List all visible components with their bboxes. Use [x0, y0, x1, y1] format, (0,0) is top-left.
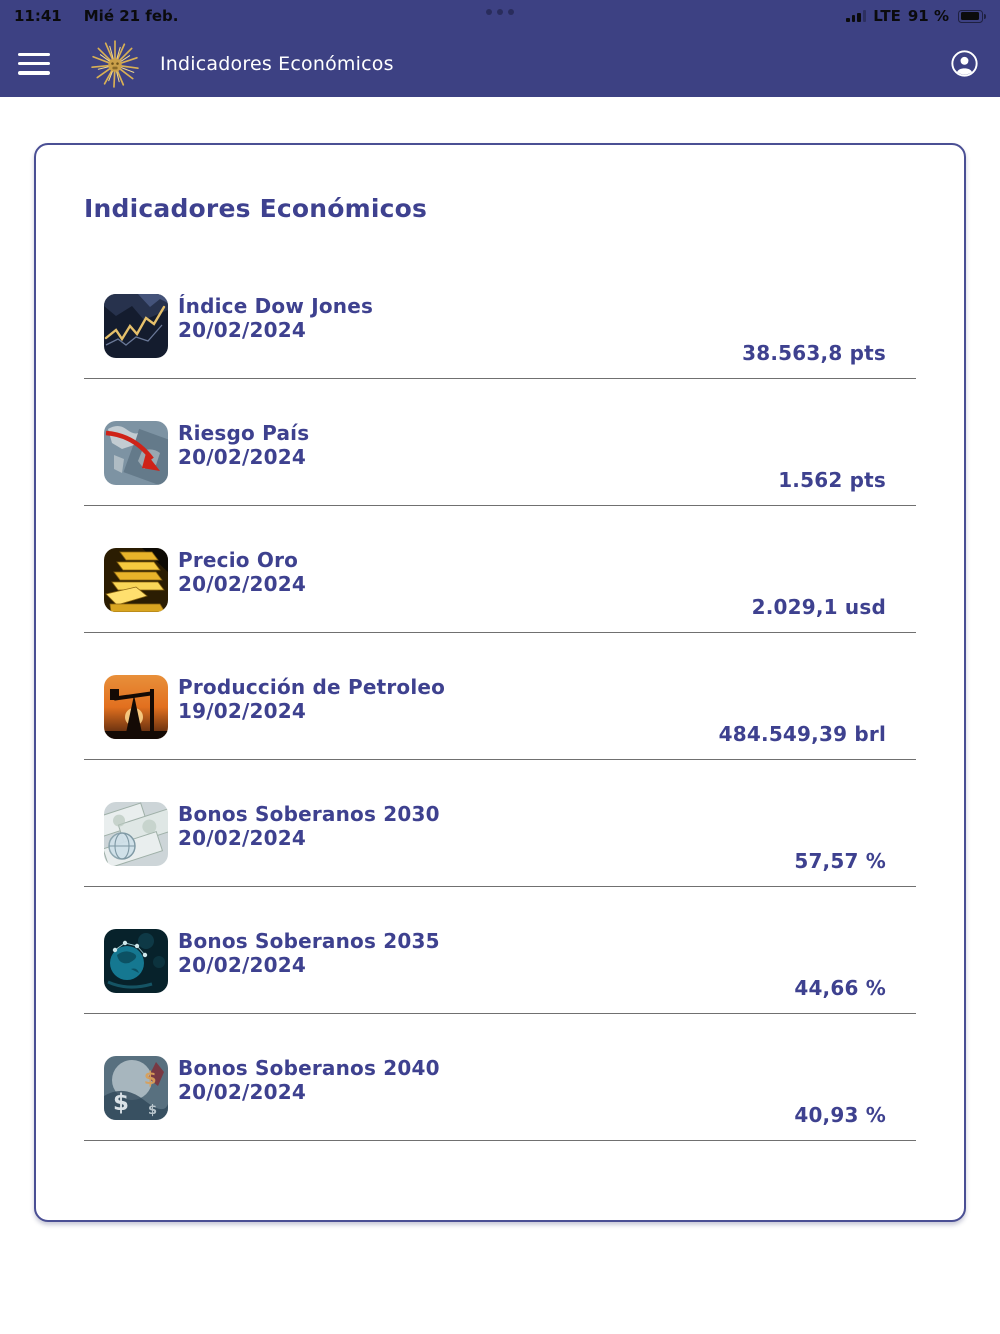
status-bar: 11:41 Mié 21 feb. LTE 91 %: [0, 0, 1000, 30]
hamburger-menu-icon[interactable]: [18, 52, 50, 75]
multitasking-dots-icon[interactable]: [486, 9, 514, 15]
thumbnail-dollar-signs: $ $ $: [104, 1056, 168, 1120]
indicator-row[interactable]: Precio Oro 20/02/2024 2.029,1 usd: [84, 506, 916, 633]
thumbnail-gold-bars: [104, 548, 168, 612]
indicator-date: 20/02/2024: [178, 953, 306, 977]
indicator-name: Bonos Soberanos 2040: [178, 1056, 440, 1080]
app-header: Indicadores Económicos: [0, 30, 1000, 97]
indicator-name: Riesgo País: [178, 421, 310, 445]
svg-text:$: $: [113, 1090, 129, 1116]
indicator-list: Índice Dow Jones 20/02/2024 38.563,8 pts…: [84, 252, 916, 1141]
indicator-date: 20/02/2024: [178, 572, 306, 596]
thumbnail-world-map-arrow: [104, 421, 168, 485]
indicator-date: 19/02/2024: [178, 699, 306, 723]
thumbnail-oil-pump: [104, 675, 168, 739]
indicator-name: Índice Dow Jones: [178, 294, 374, 318]
indicator-date: 20/02/2024: [178, 445, 306, 469]
indicator-row[interactable]: Índice Dow Jones 20/02/2024 38.563,8 pts: [84, 252, 916, 379]
indicator-row[interactable]: $ $ $ Bonos Soberanos 2040 20/02/2024 40,9…: [84, 1014, 916, 1141]
account-icon[interactable]: [951, 50, 978, 77]
battery-icon: [958, 9, 986, 23]
indicator-date: 20/02/2024: [178, 826, 306, 850]
indicator-name: Producción de Petroleo: [178, 675, 446, 699]
indicator-value: 1.562 pts: [778, 468, 886, 492]
indicator-date: 20/02/2024: [178, 1080, 306, 1104]
page-title: Indicadores Económicos: [84, 194, 428, 223]
status-date: Mié 21 feb.: [83, 7, 179, 25]
indicator-name: Bonos Soberanos 2030: [178, 802, 440, 826]
svg-text:$: $: [148, 1103, 157, 1118]
app-title: Indicadores Económicos: [160, 52, 394, 75]
thumbnail-teal-network-globe: [104, 929, 168, 993]
top-chrome: 11:41 Mié 21 feb. LTE 91 %: [0, 0, 1000, 97]
network-type-label: LTE: [873, 7, 901, 25]
indicator-value: 44,66 %: [794, 976, 886, 1000]
indicator-value: 2.029,1 usd: [751, 595, 886, 619]
indicator-row[interactable]: Riesgo País 20/02/2024 1.562 pts: [84, 379, 916, 506]
svg-text:$: $: [144, 1068, 157, 1089]
indicator-value: 484.549,39 brl: [718, 722, 886, 746]
thumbnail-dollar-bills-globe: [104, 802, 168, 866]
indicator-date: 20/02/2024: [178, 318, 306, 342]
indicator-value: 38.563,8 pts: [742, 341, 886, 365]
indicators-card: Indicadores Económicos Índice Dow Jones …: [34, 143, 966, 1222]
indicator-row[interactable]: Producción de Petroleo 19/02/2024 484.54…: [84, 633, 916, 760]
cellular-signal-icon: [846, 10, 867, 22]
indicator-name: Bonos Soberanos 2035: [178, 929, 440, 953]
indicator-value: 57,57 %: [794, 849, 886, 873]
indicator-row[interactable]: Bonos Soberanos 2035 20/02/2024 44,66 %: [84, 887, 916, 1014]
golden-sun-mask-logo-icon: [90, 38, 140, 90]
battery-percent-label: 91 %: [907, 7, 949, 25]
indicator-name: Precio Oro: [178, 548, 299, 572]
thumbnail-stock-chart: [104, 294, 168, 358]
status-time: 11:41: [14, 7, 62, 25]
indicator-row[interactable]: Bonos Soberanos 2030 20/02/2024 57,57 %: [84, 760, 916, 887]
indicator-value: 40,93 %: [794, 1103, 886, 1127]
